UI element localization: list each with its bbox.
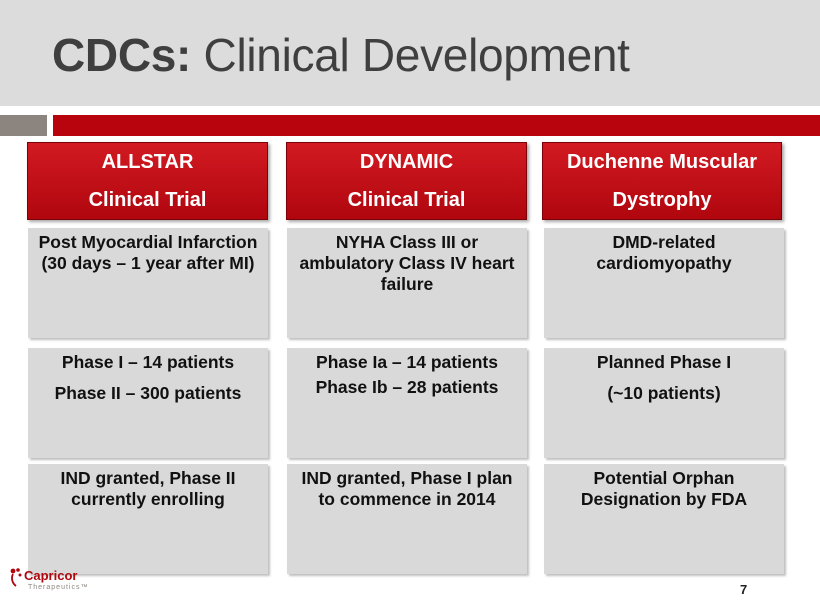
page-number: 7 xyxy=(740,582,748,597)
dynamic-phase-1: Phase Ia – 14 patients xyxy=(316,352,498,372)
allstar-status-text: IND granted, Phase II currently enrollin… xyxy=(60,468,236,509)
allstar-phase-1: Phase I – 14 patients xyxy=(61,352,235,372)
dynamic-status: IND granted, Phase I plan to commence in… xyxy=(287,464,527,574)
header-dynamic: DYNAMIC Clinical Trial xyxy=(286,142,527,220)
dynamic-indication: NYHA Class III or ambulatory Class IV he… xyxy=(287,228,527,338)
duchenne-phases: Planned Phase I (~10 patients) xyxy=(544,348,784,458)
header-dynamic-line2: Clinical Trial xyxy=(347,189,466,211)
header-duchenne-line1: Duchenne Muscular xyxy=(566,151,758,173)
allstar-indication: Post Myocardial Infarction (30 days – 1 … xyxy=(28,228,268,338)
slide-title-bold: CDCs: xyxy=(52,29,192,81)
slide-title-rest: Clinical Development xyxy=(203,29,630,81)
duchenne-indication-text: DMD-related cardiomyopathy xyxy=(596,232,732,273)
header-duchenne-line2: Dystrophy xyxy=(612,189,712,211)
title-band xyxy=(0,0,820,106)
duchenne-status-text: Potential Orphan Designation by FDA xyxy=(580,468,748,509)
accent-bar-gray xyxy=(0,115,47,136)
allstar-status: IND granted, Phase II currently enrollin… xyxy=(28,464,268,574)
dynamic-indication-text: NYHA Class III or ambulatory Class IV he… xyxy=(299,232,515,294)
header-allstar-line1: ALLSTAR xyxy=(101,151,194,173)
allstar-phase-2: Phase II – 300 patients xyxy=(54,383,242,403)
header-dynamic-line1: DYNAMIC xyxy=(359,151,454,173)
slide-title: CDCs: Clinical Development xyxy=(52,28,630,82)
dynamic-phase-2: Phase Ib – 28 patients xyxy=(315,377,499,397)
capricor-logo-icon xyxy=(10,568,22,587)
allstar-phases: Phase I – 14 patients Phase II – 300 pat… xyxy=(28,348,268,458)
dynamic-status-text: IND granted, Phase I plan to commence in… xyxy=(301,468,513,509)
allstar-indication-text: Post Myocardial Infarction (30 days – 1 … xyxy=(38,232,258,273)
duchenne-indication: DMD-related cardiomyopathy xyxy=(544,228,784,338)
capricor-logo: Capricor Therapeutics™ xyxy=(8,566,88,598)
duchenne-status: Potential Orphan Designation by FDA xyxy=(544,464,784,574)
dynamic-phases: Phase Ia – 14 patients Phase Ib – 28 pat… xyxy=(287,348,527,458)
header-duchenne: Duchenne Muscular Dystrophy xyxy=(542,142,782,220)
capricor-logo-name: Capricor xyxy=(24,568,78,583)
capricor-logo-sub: Therapeutics™ xyxy=(28,584,89,591)
duchenne-phase-2: (~10 patients) xyxy=(607,383,721,403)
header-allstar: ALLSTAR Clinical Trial xyxy=(27,142,268,220)
header-allstar-line2: Clinical Trial xyxy=(88,189,207,211)
accent-bar-red xyxy=(53,115,820,136)
duchenne-phase-1: Planned Phase I xyxy=(596,352,732,372)
